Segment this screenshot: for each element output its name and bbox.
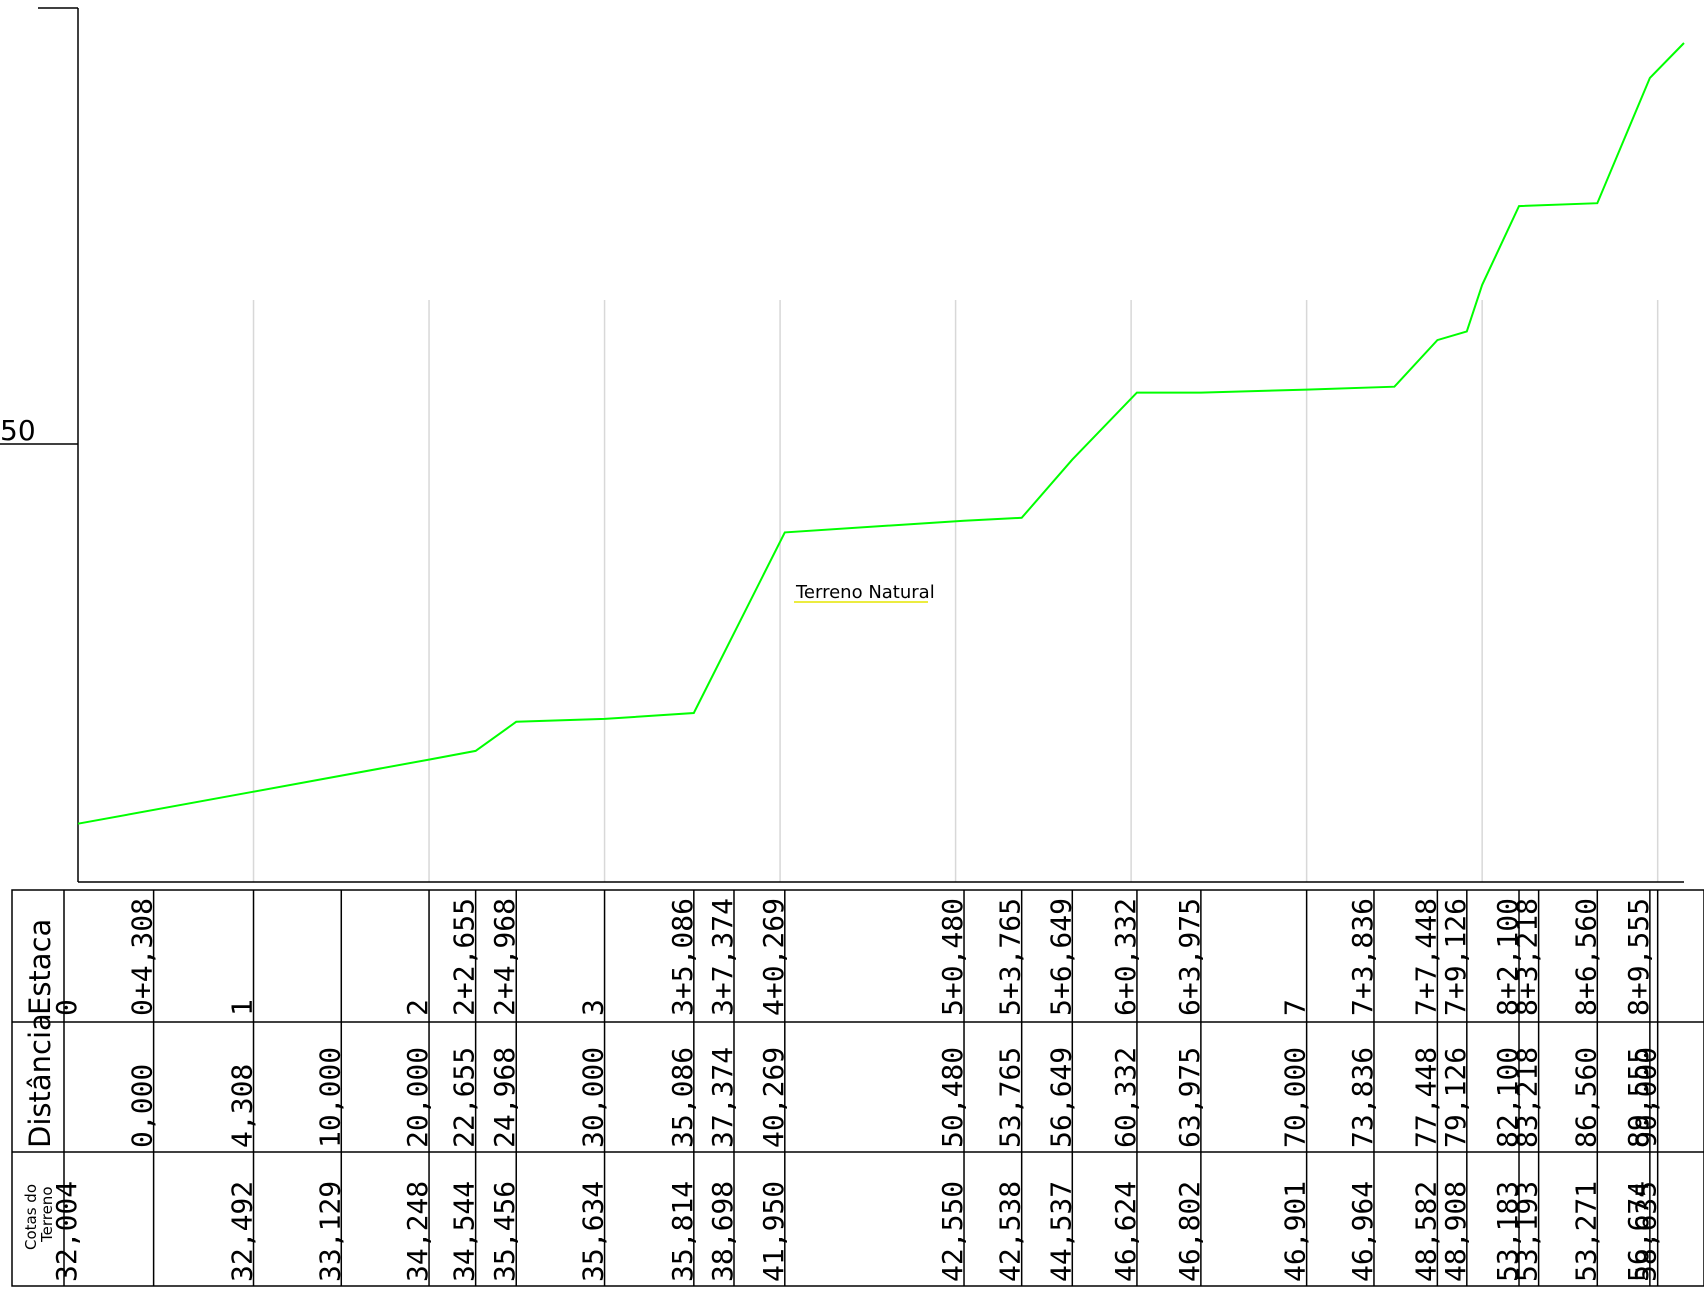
cota-cell: 46,964	[1346, 1181, 1379, 1282]
cota-cell: 56,674	[1622, 1181, 1655, 1282]
cota-cell: 58,635	[1630, 1181, 1663, 1282]
estaca-cell: 7+7,448	[1409, 898, 1442, 1016]
row-label-distancia: Distância	[23, 1013, 57, 1148]
distancia-cell: 24,968	[488, 1047, 521, 1148]
estaca-cell: 0+4,308	[126, 898, 159, 1016]
distancia-cell: 0,000	[126, 1064, 159, 1148]
estaca-cell: 5+6,649	[1044, 898, 1077, 1016]
cota-cell: 46,802	[1173, 1181, 1206, 1282]
cota-cell: 42,550	[936, 1181, 969, 1282]
row-label-cotas-2: Terreno	[38, 1187, 56, 1244]
estaca-cell: 1	[226, 999, 259, 1016]
distancia-cell: 40,269	[757, 1047, 790, 1148]
distancia-cell: 10,000	[313, 1047, 346, 1148]
distancia-cell: 82,100	[1491, 1047, 1524, 1148]
estaca-cell: 8+2,100	[1491, 898, 1524, 1016]
cota-cell: 35,634	[577, 1181, 610, 1282]
terrain-line	[77, 42, 1685, 825]
cota-cell: 53,271	[1569, 1181, 1602, 1282]
distancia-cell: 22,655	[448, 1047, 481, 1148]
cota-cell: 35,814	[666, 1181, 699, 1282]
cota-cell: 34,248	[401, 1181, 434, 1282]
distancia-cell: 73,836	[1346, 1047, 1379, 1148]
cota-cell: 34,544	[448, 1181, 481, 1282]
estaca-cell: 0	[50, 999, 83, 1016]
estaca-cell: 8+3,218	[1511, 898, 1544, 1016]
cota-cell: 48,908	[1439, 1181, 1472, 1282]
estaca-cell: 3+7,374	[706, 898, 739, 1016]
distancia-cell: 77,448	[1409, 1047, 1442, 1148]
distancia-cell: 4,308	[226, 1064, 259, 1148]
estaca-cell: 3	[577, 999, 610, 1016]
distancia-cell: 83,218	[1511, 1047, 1544, 1148]
estaca-cell: 6+0,332	[1109, 898, 1142, 1016]
distancia-cell: 50,480	[936, 1047, 969, 1148]
estaca-cell: 7	[1279, 999, 1312, 1016]
estaca-cell: 7+9,126	[1439, 898, 1472, 1016]
distancia-cell: 56,649	[1044, 1047, 1077, 1148]
table-columns: 0 32,004 0+4,308 0,000 1 4,308 32,492 10,000 33,…	[50, 890, 1663, 1286]
distancia-cell: 89,555	[1622, 1047, 1655, 1148]
cota-cell: 53,183	[1491, 1181, 1524, 1282]
cota-cell: 32,004	[50, 1181, 83, 1282]
cota-cell: 46,624	[1109, 1181, 1142, 1282]
row-label-estaca: Estaca	[23, 919, 57, 1015]
distancia-cell: 63,975	[1173, 1047, 1206, 1148]
distancia-cell: 53,765	[994, 1047, 1027, 1148]
axes: 50	[0, 7, 1684, 883]
distancia-cell: 30,000	[577, 1047, 610, 1148]
gridlines	[252, 300, 1659, 882]
estaca-cell: 8+6,560	[1569, 898, 1602, 1016]
cota-cell: 53,193	[1511, 1181, 1544, 1282]
row-label-cotas-1: Cotas do	[22, 1184, 40, 1250]
estaca-cell: 2+4,968	[488, 898, 521, 1016]
distancia-cell: 70,000	[1279, 1047, 1312, 1148]
cota-cell: 41,950	[757, 1181, 790, 1282]
estaca-cell: 5+3,765	[994, 898, 1027, 1016]
profile-table: Estaca Distância Cotas do Terreno	[11, 889, 1704, 1287]
cota-cell: 48,582	[1409, 1181, 1442, 1282]
estaca-cell: 4+0,269	[757, 898, 790, 1016]
estaca-cell: 5+0,480	[936, 898, 969, 1016]
cota-cell: 35,456	[488, 1181, 521, 1282]
cota-cell: 33,129	[313, 1181, 346, 1282]
distancia-cell: 20,000	[401, 1047, 434, 1148]
distancia-cell: 35,086	[666, 1047, 699, 1148]
cota-cell: 44,537	[1044, 1181, 1077, 1282]
distancia-cell: 90,000	[1630, 1047, 1663, 1148]
table-border	[11, 889, 1704, 1287]
cota-cell: 32,492	[226, 1181, 259, 1282]
distancia-cell: 60,332	[1109, 1047, 1142, 1148]
distancia-cell: 79,126	[1439, 1047, 1472, 1148]
estaca-cell: 7+3,836	[1346, 898, 1379, 1016]
estaca-cell: 2	[401, 999, 434, 1016]
cota-cell: 38,698	[706, 1181, 739, 1282]
estaca-cell: 6+3,975	[1173, 898, 1206, 1016]
estaca-cell: 3+5,086	[666, 898, 699, 1016]
cota-cell: 42,538	[994, 1181, 1027, 1282]
terrain-label: Terreno Natural	[795, 582, 935, 603]
distancia-cell: 37,374	[706, 1047, 739, 1148]
distancia-cell: 86,560	[1569, 1047, 1602, 1148]
y-tick-label: 50	[0, 414, 36, 447]
estaca-cell: 8+9,555	[1622, 898, 1655, 1016]
cota-cell: 46,901	[1279, 1181, 1312, 1282]
estaca-cell: 2+2,655	[448, 898, 481, 1016]
